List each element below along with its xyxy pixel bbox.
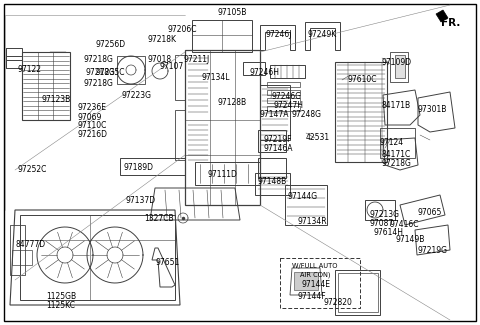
Text: 97213G: 97213G [370,210,400,219]
Text: 84171B: 84171B [381,101,410,110]
Text: 97107: 97107 [160,62,184,71]
Bar [20,215,175,300]
Text: 97416C: 97416C [390,220,420,229]
Text: 97218G: 97218G [381,159,411,168]
Text: 84171C: 84171C [381,150,410,159]
Text: 97110C: 97110C [77,121,107,130]
Text: AIR CON): AIR CON) [300,272,330,279]
Bar [294,272,318,290]
Text: FR.: FR. [441,18,460,28]
Text: 97301B: 97301B [418,105,447,114]
Text: 97246H: 97246H [249,68,279,77]
Text: 97147A: 97147A [260,110,289,119]
Bar [255,173,290,195]
Bar [335,62,387,162]
Text: 97144G: 97144G [287,192,317,201]
Text: 97144F: 97144F [298,292,326,301]
Polygon shape [436,10,448,22]
Bar [12,250,32,265]
Text: 97246G: 97246G [271,92,301,101]
Bar [22,52,70,120]
Text: W/FULL AUTO: W/FULL AUTO [292,263,338,269]
Bar [280,258,360,308]
Bar [380,128,415,158]
Text: 972820: 972820 [323,298,352,307]
Bar [192,20,252,52]
Text: 97065: 97065 [418,208,443,217]
Bar [285,185,327,225]
Text: 97218G: 97218G [83,55,113,64]
Bar [10,225,25,275]
Text: 97223G: 97223G [121,91,151,100]
Text: 97610C: 97610C [348,75,377,84]
Polygon shape [395,55,405,78]
Text: 97124: 97124 [380,138,404,147]
Text: 97235C: 97235C [95,68,124,77]
Text: 97236E: 97236E [77,103,106,112]
Bar [258,158,286,178]
Text: 1327CB: 1327CB [144,214,174,223]
Text: 97218G: 97218G [85,68,115,77]
Bar [117,56,145,84]
Bar [390,52,408,82]
Text: 1125KC: 1125KC [46,301,75,310]
Text: 97144E: 97144E [302,280,331,289]
Text: 97123B: 97123B [42,95,71,104]
Text: 1125GB: 1125GB [46,292,76,301]
Text: 97248G: 97248G [291,110,321,119]
Text: 97211J: 97211J [183,55,209,64]
Text: 97109D: 97109D [381,58,411,67]
Text: 97256D: 97256D [95,40,125,49]
Text: 97216D: 97216D [77,130,107,139]
Text: 97148B: 97148B [257,177,286,186]
Text: 97111D: 97111D [207,170,237,179]
Text: 97146A: 97146A [264,144,293,153]
Text: 97219F: 97219F [264,135,292,144]
Text: 97189D: 97189D [124,163,154,172]
Text: 97134R: 97134R [297,217,326,226]
Text: 97249K: 97249K [308,30,337,39]
Text: 97219G: 97219G [418,246,448,255]
Text: 97247H: 97247H [274,101,304,110]
Text: 97087: 97087 [370,219,394,228]
Text: 97069: 97069 [77,113,101,122]
Text: 97122: 97122 [18,65,42,74]
Bar [365,200,395,220]
Text: 97018: 97018 [147,55,171,64]
Text: 97246J: 97246J [265,30,291,39]
Text: 97218G: 97218G [83,79,113,88]
Text: 97105B: 97105B [217,8,247,17]
Text: 97614H: 97614H [374,228,404,237]
Text: 97651: 97651 [155,258,179,267]
Text: 97134L: 97134L [202,73,230,82]
Text: 97128B: 97128B [218,98,247,107]
Bar [258,130,286,152]
Text: 84777D: 84777D [16,240,46,249]
Text: 97137D: 97137D [125,196,155,205]
Text: 97252C: 97252C [18,165,48,174]
Text: 97218K: 97218K [148,35,177,44]
Text: 97206C: 97206C [168,25,197,34]
Text: 97149B: 97149B [395,235,424,244]
Bar [185,50,260,205]
Bar [260,85,290,140]
Bar [335,270,380,315]
Text: 42531: 42531 [306,133,330,142]
